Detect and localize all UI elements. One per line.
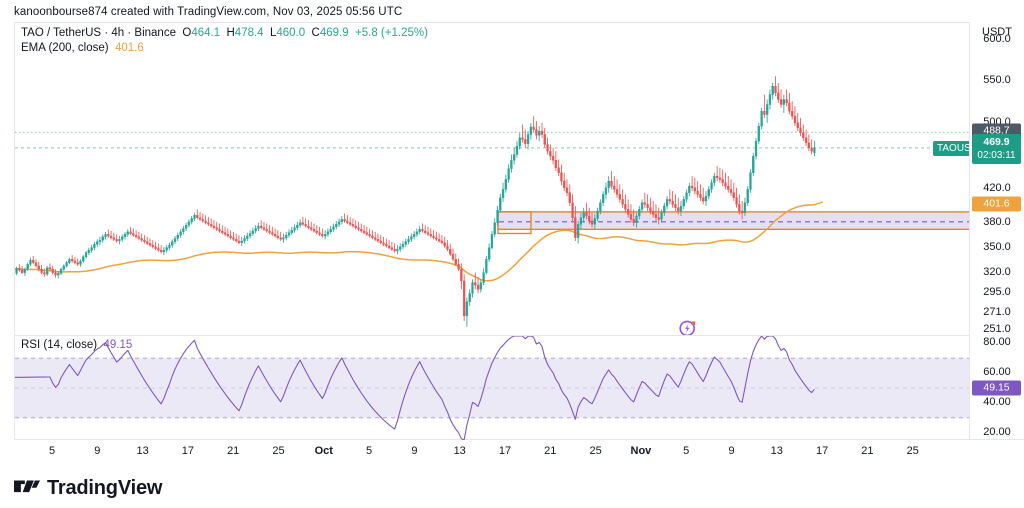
time-axis[interactable]: 5 9 13 17 21 25 Oct 5 9 13 17 21 25 Nov 5 9 13 17 21 25 bbox=[14, 441, 970, 465]
price-tick: 380.0 bbox=[983, 215, 1011, 228]
time-tick: 5 bbox=[683, 445, 690, 457]
rsi-plot bbox=[15, 336, 969, 440]
time-tick: 13 bbox=[770, 445, 783, 457]
time-tick: 21 bbox=[544, 445, 557, 457]
rsi-pane[interactable]: RSI (14, close) 49.15 bbox=[15, 336, 969, 440]
price-tick: 600.0 bbox=[983, 32, 1011, 45]
price-pane[interactable]: TAO / TetherUS · 4h · Binance O464.1 H47… bbox=[15, 23, 969, 335]
time-tick: 17 bbox=[815, 445, 829, 457]
price-plot bbox=[15, 76, 969, 327]
time-tick: Nov bbox=[630, 445, 652, 457]
time-tick: 5 bbox=[366, 445, 373, 457]
time-tick: 13 bbox=[136, 445, 149, 457]
time-tick: 25 bbox=[272, 445, 285, 457]
price-tick: 320.0 bbox=[983, 265, 1011, 278]
price-tick: 350.0 bbox=[983, 240, 1011, 253]
time-tick: 9 bbox=[728, 445, 735, 457]
last-price-value: 469.9 bbox=[983, 135, 1010, 148]
time-tick: 25 bbox=[906, 445, 919, 457]
time-tick: 25 bbox=[589, 445, 602, 457]
price-axis[interactable]: USDT 600.0 550.0 500.0 420.0 380.0 350.0 320.0… bbox=[970, 22, 1024, 440]
pane-divider[interactable] bbox=[15, 335, 969, 336]
price-tick: 271.0 bbox=[983, 306, 1011, 319]
rsi-tick: 60.00 bbox=[983, 366, 1011, 379]
time-tick: 21 bbox=[227, 445, 240, 457]
rsi-value-badge: 49.15 bbox=[972, 380, 1021, 396]
time-tick: 17 bbox=[498, 445, 512, 457]
time-tick: 5 bbox=[48, 445, 56, 457]
last-price-badge: 469.9 02:03:11 bbox=[972, 133, 1021, 164]
time-tick: 13 bbox=[453, 445, 466, 457]
rsi-tick: 20.00 bbox=[983, 425, 1011, 438]
price-tick: 420.0 bbox=[983, 182, 1011, 195]
bar-countdown: 02:03:11 bbox=[977, 149, 1016, 161]
attribution-text: kanoonbourse874 created with TradingView… bbox=[14, 6, 403, 18]
time-tick: 9 bbox=[411, 445, 418, 457]
price-tick: 251.0 bbox=[983, 323, 1011, 335]
chart-frame: TAO / TetherUS · 4h · Binance O464.1 H47… bbox=[14, 22, 970, 440]
time-tick: 17 bbox=[181, 445, 195, 457]
time-tick: Oct bbox=[314, 445, 333, 457]
rsi-tick: 80.00 bbox=[983, 336, 1011, 349]
alert-bolt-icon[interactable] bbox=[678, 318, 698, 335]
tradingview-wordmark: TradingView bbox=[47, 477, 163, 499]
price-tick: 295.0 bbox=[983, 286, 1011, 299]
tradingview-footer[interactable]: TradingView bbox=[14, 477, 162, 500]
last-price-series-tag: TAOUSDT bbox=[933, 140, 969, 156]
price-tick: 550.0 bbox=[983, 74, 1011, 87]
ema-price-badge: 401.6 bbox=[972, 196, 1021, 212]
tradingview-logo-icon bbox=[14, 480, 40, 497]
time-tick: 21 bbox=[861, 445, 874, 457]
price-axis-unit: USDT bbox=[982, 26, 1012, 38]
rsi-tick: 40.00 bbox=[983, 395, 1011, 408]
time-tick: 9 bbox=[94, 445, 101, 457]
